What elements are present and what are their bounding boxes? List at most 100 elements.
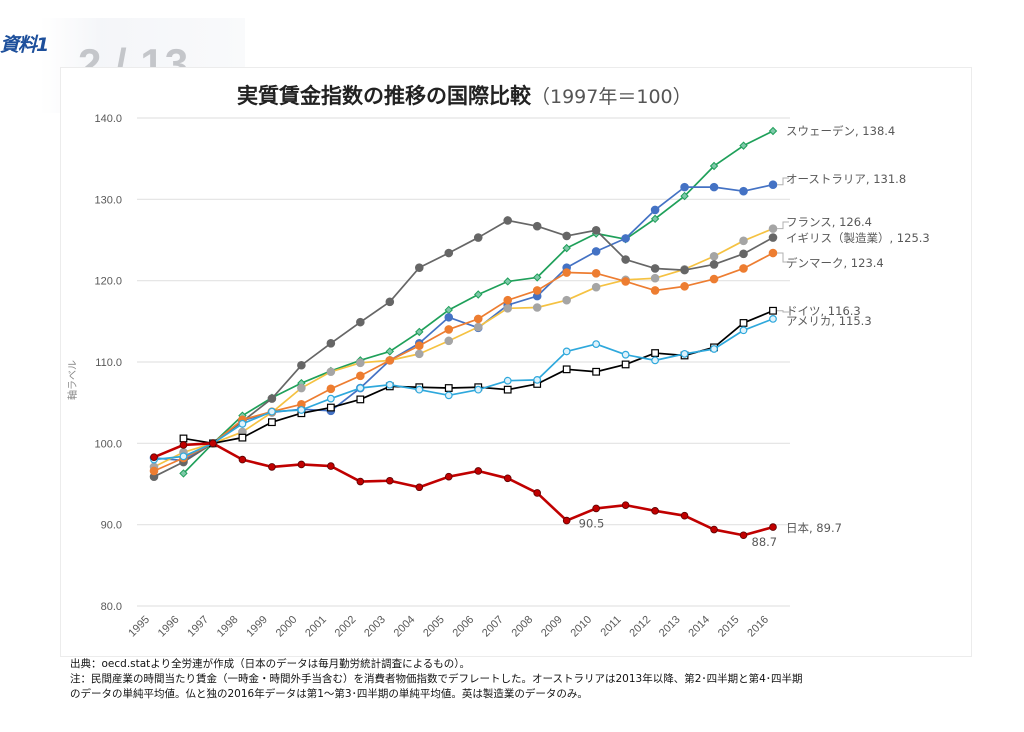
data-point [444,325,454,334]
data-point [533,489,541,497]
data-point [533,375,542,384]
data-point [562,347,571,356]
x-tick-label: 1996 [156,614,182,640]
label-leader-line [777,221,789,230]
data-point [474,290,483,299]
data-point [356,317,365,327]
data-point [680,349,689,358]
data-point [650,205,660,215]
data-point [591,225,601,235]
series-8 [150,439,777,540]
data-point [297,383,306,393]
data-point [503,376,512,385]
data-point [444,391,453,400]
data-point [650,286,660,295]
data-point [268,418,276,427]
chart-subtitle: （1997年＝100） [531,86,692,108]
data-point [326,384,336,394]
x-tick-label: 2001 [303,614,329,640]
chart-title: 実質賃金指数の推移の国際比較（1997年＝100） [237,80,692,110]
data-point [739,326,748,335]
data-point [444,336,454,346]
x-tick-label: 1999 [244,614,270,640]
data-point [179,434,188,443]
y-axis-label: 軸ラベル [66,360,79,400]
data-point [415,483,424,492]
series-end-label: スウェーデン, 138.4 [786,124,895,138]
y-tick-label: 140.0 [94,113,122,125]
y-tick-label: 130.0 [94,194,122,206]
data-point [680,511,689,520]
y-axis-ticks: 80.0 90.0 100.0 110.0 120.0 130.0 140.0 [94,113,122,613]
data-point [739,319,748,327]
data-point [385,356,395,365]
x-tick-label: 2004 [392,614,418,640]
data-point [327,462,335,470]
data-point [414,341,424,351]
data-point [503,277,512,286]
data-point [503,304,513,313]
data-point [473,314,483,324]
data-point [591,269,601,278]
data-point [385,347,395,356]
data-point [444,248,454,258]
data-point [356,477,365,486]
data-point [356,358,365,368]
data-point [709,161,719,171]
source-note: 出典：oecd.statより全労連が作成（日本のデータは毎月勤労統計調査によるも… [70,658,471,670]
data-point [179,441,188,449]
x-tick-label: 2012 [627,614,653,640]
series-end-label: フランス, 126.4 [786,215,872,229]
data-point [562,516,571,525]
data-point [562,243,571,253]
data-point [621,360,630,369]
annotations: 90.5 88.7 [579,517,777,550]
y-tick-label: 110.0 [95,357,122,369]
y-tick-label: 90.0 [101,520,122,532]
data-point [444,312,454,322]
data-point [592,367,601,376]
data-point [680,282,689,291]
data-point [267,394,277,403]
series-line [153,442,774,537]
data-point [356,371,365,381]
series-end-label: アメリカ, 115.3 [786,314,872,328]
data-point [386,476,394,485]
data-point [238,455,247,464]
x-tick-label: 2005 [421,614,447,640]
data-point [503,295,513,305]
series-group [149,126,778,540]
data-point [444,472,453,481]
y-tick-label: 80.0 [101,601,122,613]
data-point [592,340,601,349]
chart-notes: 出典：oecd.statより全労連が作成（日本のデータは毎月勤労統計調査によるも… [70,657,970,702]
label-leader-line [777,177,789,186]
data-point [739,141,748,150]
x-tick-label: 2007 [480,614,506,640]
data-point [297,360,306,370]
data-point [710,345,718,353]
series-end-label: オーストラリア, 131.8 [786,172,906,186]
data-point [621,234,630,243]
data-point [562,268,571,277]
data-point [385,380,394,389]
data-point [768,248,778,258]
label-leader-line [777,310,789,313]
series-line [153,227,774,468]
data-annotation: 88.7 [752,535,778,549]
footnote-line-1: 注：民間産業の時間当たり賃金（一時金・時間外手当含む）を消費者物価指数でデフレー… [70,673,803,685]
x-tick-label: 1998 [215,614,241,640]
data-point [179,452,188,461]
data-point [415,327,424,337]
data-point [621,255,630,264]
series-7 [150,314,777,464]
data-point [768,126,778,136]
data-point [356,395,365,404]
data-point [591,282,601,292]
x-tick-label: 1995 [126,614,152,640]
data-point [651,349,659,357]
data-point [414,263,424,272]
data-point [709,260,719,269]
data-point [474,385,483,394]
data-point [680,191,689,201]
